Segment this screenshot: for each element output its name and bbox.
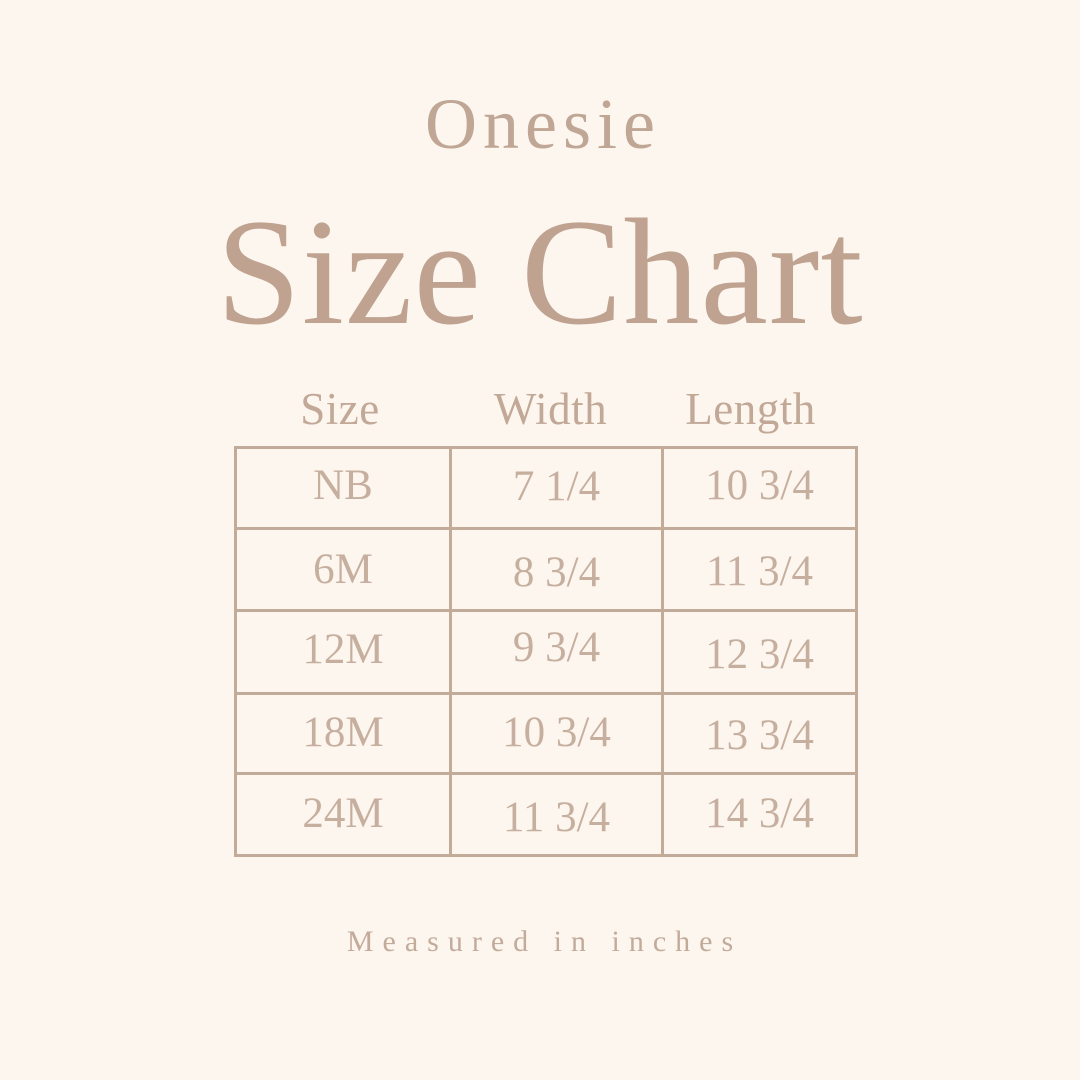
- page-title: Size Chart: [216, 188, 864, 356]
- cell-size: 24M: [234, 772, 452, 857]
- table-row: 24M 11 3/4 14 3/4: [234, 772, 858, 857]
- cell-width: 11 3/4: [449, 772, 664, 857]
- cell-length: 10 3/4: [661, 446, 858, 530]
- cell-size: 12M: [234, 608, 452, 696]
- cell-width: 10 3/4: [449, 692, 664, 776]
- measurement-note: Measured in inches: [346, 925, 743, 958]
- table-column-headers: Size Width Length: [234, 381, 846, 437]
- table-row: NB 7 1/4 10 3/4: [234, 446, 858, 530]
- table-row: 6M 8 3/4 11 3/4: [234, 526, 858, 612]
- cell-length: 12 3/4: [661, 608, 858, 696]
- cell-width: 9 3/4: [449, 608, 664, 696]
- table-row: 18M 10 3/4 13 3/4: [234, 692, 858, 776]
- table-row: 12M 9 3/4 12 3/4: [234, 608, 858, 696]
- cell-size: 6M: [234, 526, 452, 612]
- cell-width: 8 3/4: [449, 526, 664, 612]
- cell-width: 7 1/4: [449, 446, 664, 530]
- column-header-width: Width: [493, 384, 608, 434]
- size-table: NB 7 1/4 10 3/4 6M 8 3/4 11 3/4 12M 9 3/…: [234, 446, 858, 857]
- cell-size: NB: [234, 446, 452, 530]
- cell-length: 14 3/4: [661, 772, 858, 857]
- eyebrow-title: Onesie: [425, 84, 661, 164]
- cell-length: 13 3/4: [661, 692, 858, 776]
- cell-size: 18M: [234, 692, 452, 776]
- column-header-length: Length: [685, 384, 816, 434]
- column-header-size: Size: [300, 384, 380, 434]
- cell-length: 11 3/4: [661, 526, 858, 612]
